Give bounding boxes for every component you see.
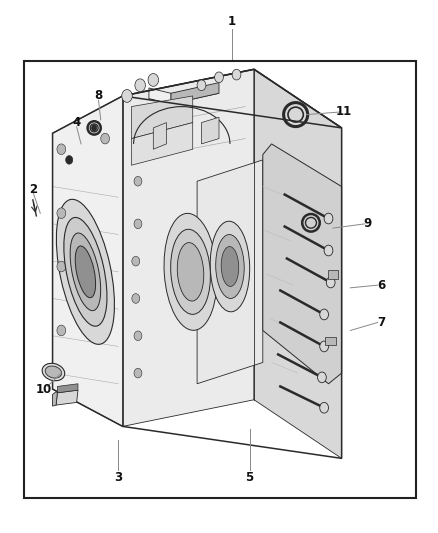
Polygon shape bbox=[171, 83, 219, 104]
Circle shape bbox=[57, 325, 66, 336]
Circle shape bbox=[215, 72, 223, 83]
Text: 5: 5 bbox=[246, 471, 254, 483]
Circle shape bbox=[324, 245, 333, 256]
Ellipse shape bbox=[221, 247, 239, 286]
Text: 3: 3 bbox=[114, 471, 122, 483]
Ellipse shape bbox=[45, 366, 62, 378]
Polygon shape bbox=[201, 117, 219, 144]
Circle shape bbox=[326, 277, 335, 288]
Polygon shape bbox=[149, 88, 171, 104]
Ellipse shape bbox=[64, 217, 107, 326]
Circle shape bbox=[132, 294, 140, 303]
Circle shape bbox=[57, 208, 66, 219]
Bar bbox=[328, 270, 338, 279]
Circle shape bbox=[57, 261, 66, 272]
Circle shape bbox=[66, 156, 73, 164]
Ellipse shape bbox=[215, 235, 244, 298]
Polygon shape bbox=[123, 69, 254, 426]
Text: 6: 6 bbox=[377, 279, 385, 292]
Polygon shape bbox=[131, 96, 193, 139]
Bar bbox=[24, 61, 416, 498]
Text: 7: 7 bbox=[377, 316, 385, 329]
Ellipse shape bbox=[42, 364, 65, 381]
Text: 1: 1 bbox=[228, 15, 236, 28]
Polygon shape bbox=[263, 144, 342, 384]
Ellipse shape bbox=[177, 243, 204, 301]
Ellipse shape bbox=[164, 213, 217, 330]
Circle shape bbox=[92, 125, 97, 131]
Circle shape bbox=[134, 368, 142, 378]
Polygon shape bbox=[56, 390, 78, 405]
Circle shape bbox=[132, 256, 140, 266]
Circle shape bbox=[320, 402, 328, 413]
Polygon shape bbox=[57, 384, 78, 393]
Circle shape bbox=[232, 69, 241, 80]
Polygon shape bbox=[197, 160, 263, 384]
Circle shape bbox=[324, 213, 333, 224]
Bar bbox=[325, 337, 336, 345]
Polygon shape bbox=[153, 123, 166, 149]
Polygon shape bbox=[123, 69, 342, 149]
Ellipse shape bbox=[171, 229, 210, 314]
Circle shape bbox=[320, 341, 328, 352]
Circle shape bbox=[197, 80, 206, 91]
Circle shape bbox=[134, 219, 142, 229]
Ellipse shape bbox=[70, 233, 101, 311]
Circle shape bbox=[57, 144, 66, 155]
Text: 8: 8 bbox=[95, 90, 102, 102]
Text: 10: 10 bbox=[35, 383, 52, 395]
Text: 2: 2 bbox=[29, 183, 37, 196]
Text: 9: 9 bbox=[364, 217, 372, 230]
Circle shape bbox=[135, 79, 145, 92]
Text: 4: 4 bbox=[73, 116, 81, 129]
Polygon shape bbox=[131, 123, 193, 165]
Circle shape bbox=[122, 90, 132, 102]
Circle shape bbox=[134, 176, 142, 186]
Polygon shape bbox=[53, 392, 57, 406]
Ellipse shape bbox=[75, 246, 95, 298]
Polygon shape bbox=[53, 96, 123, 426]
Polygon shape bbox=[254, 69, 342, 458]
Ellipse shape bbox=[57, 199, 114, 344]
Circle shape bbox=[134, 331, 142, 341]
Circle shape bbox=[101, 133, 110, 144]
Polygon shape bbox=[149, 88, 219, 104]
Circle shape bbox=[320, 309, 328, 320]
Text: 11: 11 bbox=[336, 106, 352, 118]
Circle shape bbox=[318, 372, 326, 383]
Ellipse shape bbox=[210, 221, 250, 312]
Circle shape bbox=[148, 74, 159, 86]
